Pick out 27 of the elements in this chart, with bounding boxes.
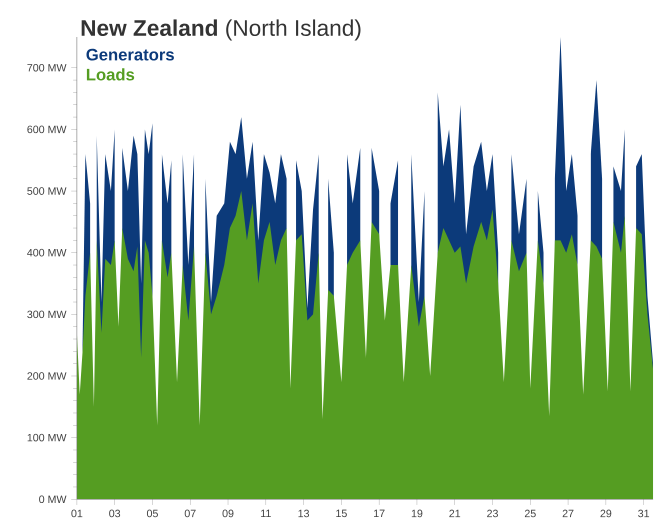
y-tick-label: 300 MW	[27, 310, 66, 318]
x-tick-label: 19	[412, 510, 422, 518]
x-tick-label: 01	[71, 510, 82, 518]
y-tick-label: 600 MW	[27, 126, 66, 134]
x-tick-label: 11	[261, 510, 271, 518]
x-tick-label: 13	[298, 510, 310, 518]
y-tick-label: 200 MW	[27, 372, 66, 380]
x-tick-label: 05	[146, 510, 158, 518]
y-tick-label: 0 MW	[39, 496, 66, 504]
x-tick-label: 03	[109, 510, 120, 518]
text: Generators	[86, 48, 174, 61]
y-tick-label: 100 MW	[28, 434, 66, 442]
x-tick-label: 29	[600, 510, 612, 518]
y-tick-label: 500 MW	[27, 187, 66, 195]
x-tick-label: 09	[222, 510, 234, 518]
y-tick-label: 700 MW	[27, 64, 66, 72]
x-tick-label: 15	[336, 510, 347, 518]
x-tick-label: 17	[374, 510, 385, 518]
x-tick-label: 07	[184, 510, 196, 518]
x-tick-label: 27	[562, 510, 574, 518]
x-tick-label: 31	[638, 510, 650, 518]
x-tick-label: 25	[524, 510, 536, 518]
text: Loads	[86, 68, 134, 81]
chart-title: New Zealand (North Island)	[82, 20, 360, 41]
x-tick-label: 21	[449, 510, 460, 518]
x-tick-label: 23	[487, 510, 498, 518]
y-tick-label: 400 MW	[27, 249, 66, 257]
